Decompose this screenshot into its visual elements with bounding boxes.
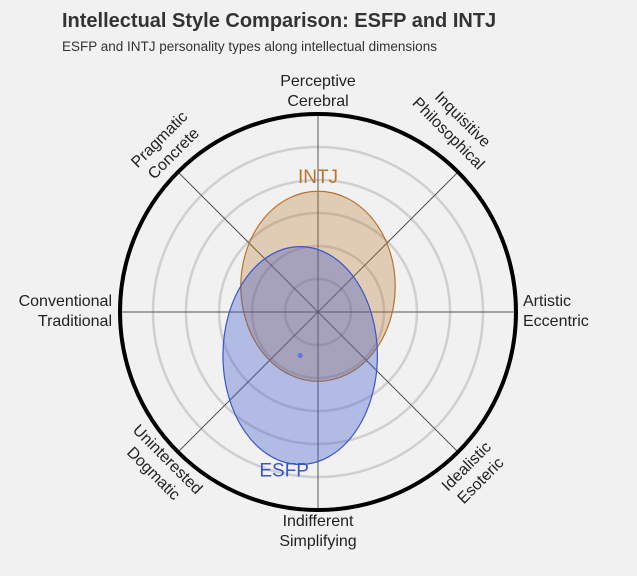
- series-layer: INTJ ESFP: [222, 167, 396, 481]
- grid: [118, 112, 518, 512]
- chart-subtitle: ESFP and INTJ personality types along in…: [62, 39, 437, 54]
- series-label-intj: INTJ: [298, 167, 338, 188]
- series-label-esfp: ESFP: [259, 460, 309, 481]
- series-point-esfp: [297, 353, 303, 359]
- axis-label-top-left: PragmaticConcrete: [128, 108, 205, 185]
- axis-label-left: Conventional Traditional: [19, 293, 112, 330]
- chart-title: Intellectual Style Comparison: ESFP and …: [62, 10, 497, 32]
- axis-label-top: Perceptive Cerebral: [280, 73, 356, 110]
- outer-ring: [118, 112, 518, 512]
- axis-label-right: Artistic Eccentric: [523, 293, 589, 330]
- axis-label-bottom: Indifferent Simplifying: [279, 513, 356, 550]
- axis-label-bottom-right: IdealisticEsoteric: [439, 439, 509, 509]
- axis-line: [177, 171, 459, 453]
- axis-label-top-right: InquisitivePhilosophical: [409, 80, 502, 173]
